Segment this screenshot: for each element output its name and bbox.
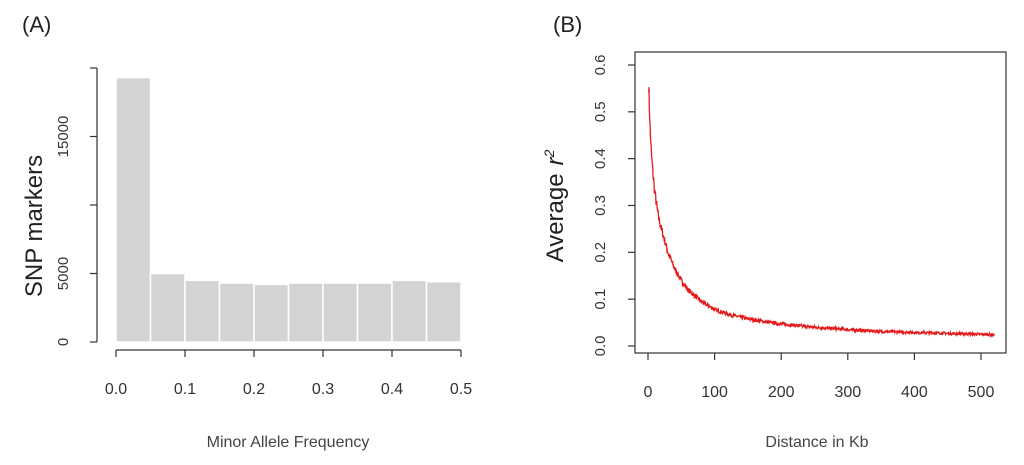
ld-x-tick-label: 100 (701, 384, 728, 401)
panel-b-label: (B) (553, 12, 582, 37)
ld-x-tick-label: 200 (768, 384, 795, 401)
ld-axes: 0 100 200 300 400 500 0.0 0.1 0.2 0.3 0.4 0.5 0.6 (592, 55, 994, 401)
ld-y-tick-label: 0.5 (592, 101, 609, 122)
ld-y-tick-label: 0.0 (592, 336, 609, 357)
ld-y-tick-label: 0.1 (592, 289, 609, 310)
histogram-bar (391, 279, 428, 343)
histogram-bars (115, 76, 462, 343)
ld-x-tick-label: 500 (968, 384, 995, 401)
ld-y-tick-label: 0.4 (592, 148, 609, 169)
ld-y-axis-title: Average r2 (541, 149, 569, 262)
histogram-bar (253, 283, 290, 343)
histogram-panel: (A) SNP markers Minor Allele Frequency 0… (21, 12, 472, 451)
histogram-x-tick-label: 0.3 (312, 381, 334, 398)
histogram-bar (149, 272, 186, 343)
histogram-bar (322, 282, 359, 343)
histogram-x-tick-label: 0.5 (450, 381, 472, 398)
ld-x-tick-label: 400 (901, 384, 928, 401)
histogram-y-axis-title: SNP markers (21, 155, 48, 297)
ld-y-tick-label: 0.2 (592, 242, 609, 263)
histogram-bar (356, 282, 393, 343)
ld-y-tick-label: 0.3 (592, 195, 609, 216)
histogram-x-tick-label: 0.4 (381, 381, 403, 398)
histogram-bar (115, 76, 152, 343)
ld-y-axis-title-prefix: Average (542, 173, 569, 262)
ld-y-axis-title-sup: 2 (541, 149, 557, 158)
histogram-x-tick-label: 0.0 (105, 381, 127, 398)
ld-decay-panel: (B) Average r2 Distance in Kb 0 100 200 300 4… (541, 12, 1007, 451)
histogram-bar (425, 280, 462, 343)
histogram-bar (287, 282, 324, 343)
histogram-x-tick-label: 0.1 (174, 381, 196, 398)
ld-y-axis-title-symbol: r (542, 156, 569, 165)
panel-a-label: (A) (22, 12, 51, 37)
ld-y-tick-label: 0.6 (592, 55, 609, 76)
ld-decay-line (648, 87, 995, 339)
histogram-x-axis-title: Minor Allele Frequency (207, 434, 370, 451)
histogram-bar (218, 282, 255, 343)
ld-plot-box (634, 51, 1007, 354)
histogram-y-tick-label: 15000 (55, 116, 72, 158)
histogram-y-tick-label: 5000 (55, 257, 72, 290)
histogram-x-tick-label: 0.2 (243, 381, 265, 398)
histogram-bar (184, 279, 221, 343)
histogram-axes: 0 5000 15000 0.0 0.1 0.2 0.3 0.4 0.5 (55, 67, 472, 398)
ld-x-axis-title: Distance in Kb (765, 434, 868, 451)
ld-x-tick-label: 0 (644, 384, 653, 401)
ld-x-tick-label: 300 (834, 384, 861, 401)
histogram-y-tick-label: 0 (55, 338, 72, 346)
